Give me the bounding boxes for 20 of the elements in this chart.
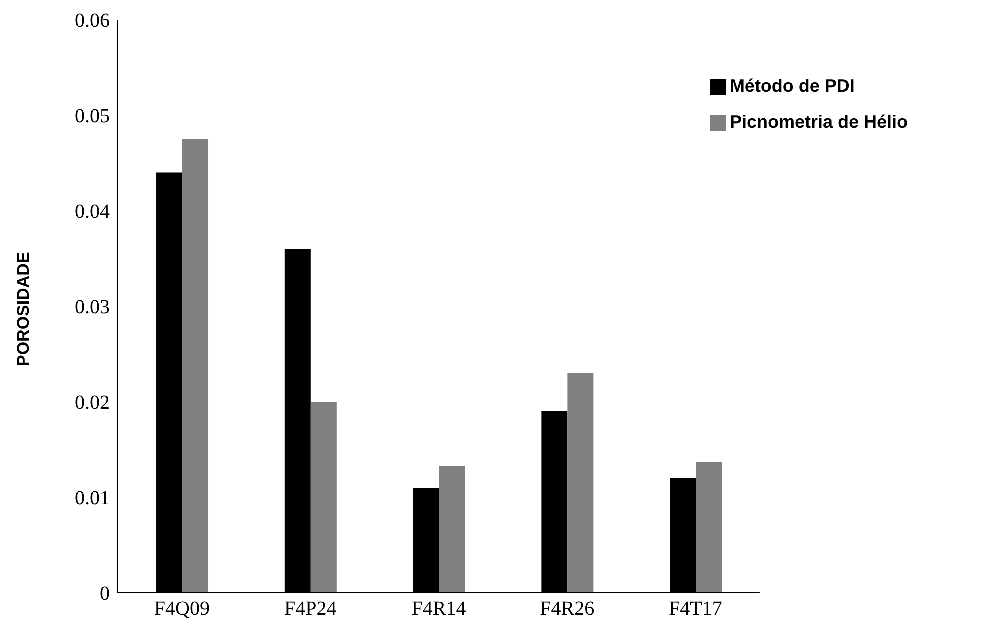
- y-tick-label: 0.02: [75, 392, 110, 414]
- y-tick-label: 0.06: [75, 10, 110, 32]
- x-tick-label: F4R14: [412, 598, 466, 620]
- bar: [439, 466, 466, 593]
- x-tick-label: F4R26: [540, 598, 595, 620]
- y-tick-label: 0.01: [75, 488, 110, 510]
- x-tick-label: F4Q09: [154, 598, 210, 620]
- y-tick-label: 0: [100, 583, 110, 606]
- y-tick-label: 0.04: [75, 201, 110, 224]
- bar: [696, 462, 722, 593]
- y-tick-label: 0.03: [75, 296, 110, 319]
- y-axis-title: POROSIDADE: [14, 252, 34, 366]
- bar: [182, 139, 209, 593]
- bar: [568, 373, 594, 593]
- bar: [310, 402, 337, 593]
- x-tick-label: F4T17: [669, 598, 722, 620]
- legend-label: Picnometria de Hélio: [730, 112, 908, 132]
- y-tick-label: 0.05: [75, 106, 110, 128]
- legend-label: Método de PDI: [730, 76, 855, 96]
- x-tick-label: F4P24: [284, 598, 337, 620]
